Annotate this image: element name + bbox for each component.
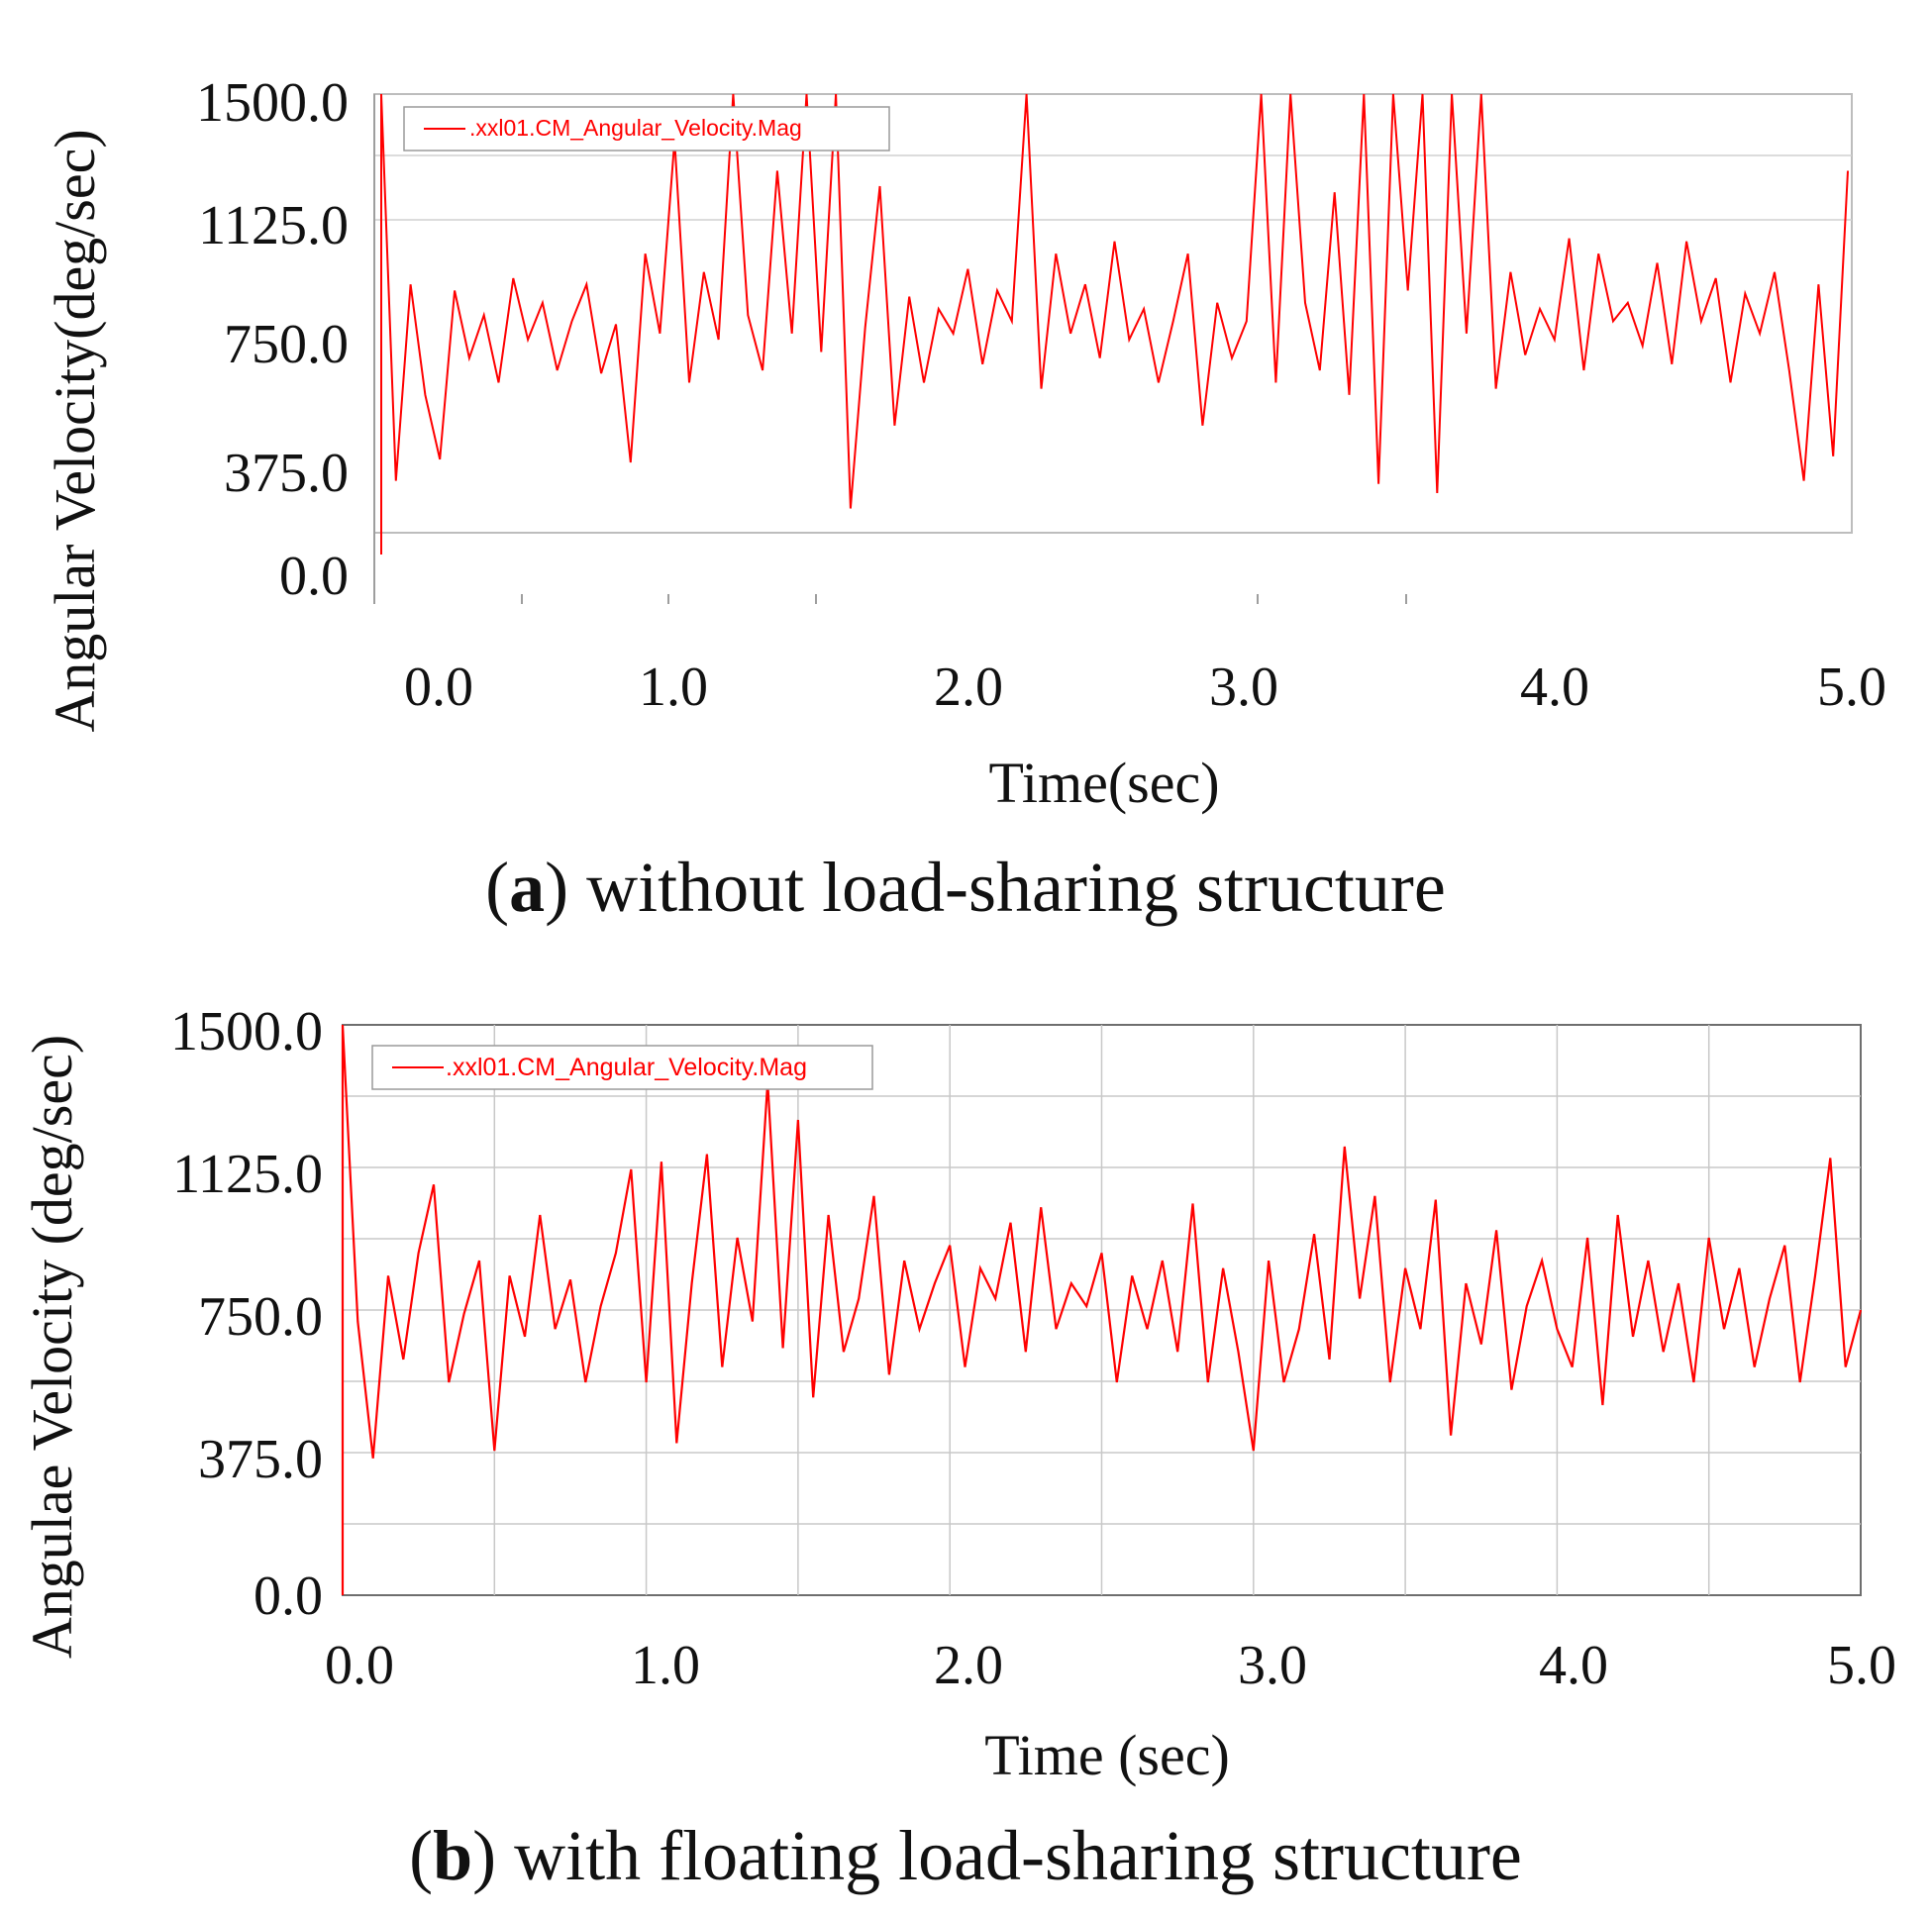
panel-a-plot-area	[373, 93, 1853, 534]
panel-b-xtick: 5.0	[1827, 1635, 1896, 1696]
panel-b-legend: .xxl01.CM_Angular_Velocity.Mag	[371, 1045, 873, 1090]
panel-a-xtick-marks	[521, 594, 1407, 604]
panel-b-caption-letter: b	[433, 1816, 472, 1895]
panel-a-legend-label: .xxl01.CM_Angular_Velocity.Mag	[469, 115, 802, 141]
panel-b-legend-label: .xxl01.CM_Angular_Velocity.Mag	[446, 1054, 807, 1081]
panel-b-xtick-labels: 0.0 1.0 2.0 3.0 4.0 5.0	[325, 1635, 1896, 1696]
panel-b-series-line	[341, 1024, 1863, 1595]
panel-b-legend-box	[371, 1045, 873, 1090]
panel-a-caption-text: ) without load-sharing structure	[545, 848, 1446, 927]
panel-a-caption-open: (	[485, 848, 509, 927]
panel-a-xtick: 1.0	[639, 656, 708, 718]
panel-b-xtick: 1.0	[631, 1635, 700, 1696]
panel-a-xtick: 2.0	[934, 656, 1003, 718]
panel-a-legend: .xxl01.CM_Angular_Velocity.Mag	[403, 106, 890, 152]
panel-b-xtick: 4.0	[1539, 1635, 1608, 1696]
panel-a-ytick: 1125.0	[198, 195, 349, 256]
panel-b-ytick: 1500.0	[170, 1001, 323, 1062]
panel-a-ytick: 375.0	[224, 443, 349, 504]
panel-a-xtick: 0.0	[404, 656, 473, 718]
panel-a-ytick-labels: 1500.0 1125.0 750.0 375.0 0.0	[196, 72, 349, 607]
panel-b-ytick: 375.0	[198, 1429, 323, 1490]
panel-a-ytick: 1500.0	[196, 72, 349, 134]
panel-a-caption: (a) without load-sharing structure	[485, 848, 1446, 927]
panel-b-ytick: 1125.0	[172, 1144, 323, 1205]
panel-b-xtick: 0.0	[325, 1635, 394, 1696]
panel-b-ylabel: Angulae Velocity (deg/sec)	[20, 1035, 84, 1659]
panel-a-xtick-labels: 0.0 1.0 2.0 3.0 4.0 5.0	[404, 656, 1886, 718]
panel-b-xtick: 3.0	[1238, 1635, 1307, 1696]
panel-b-gridlines	[343, 1025, 1861, 1595]
panel-b-ytick: 750.0	[198, 1286, 323, 1348]
panel-a-xlabel: Time(sec)	[988, 751, 1219, 815]
panel-a-xtick: 3.0	[1209, 656, 1278, 718]
panel-b-caption-open: (	[409, 1816, 433, 1895]
panel-a-xtick: 5.0	[1817, 656, 1886, 718]
panel-a-ytick: 750.0	[224, 314, 349, 375]
panel-a-ylabel: Angular Velocity(deg/sec)	[43, 129, 107, 732]
panel-b-caption: (b) with floating load-sharing structure	[409, 1816, 1522, 1895]
panel-b-chart: .xxl01.CM_Angular_Velocity.Mag 1500.0 11…	[20, 1001, 1896, 1895]
panel-a-legend-box	[403, 106, 890, 152]
panel-b-xtick: 2.0	[934, 1635, 1003, 1696]
panel-b-caption-text: ) with floating load-sharing structure	[472, 1816, 1522, 1895]
panel-b-ytick: 0.0	[254, 1566, 323, 1627]
panel-a-ytick: 0.0	[279, 546, 349, 607]
panel-b-ytick-labels: 1500.0 1125.0 750.0 375.0 0.0	[170, 1001, 323, 1627]
panel-a-xtick: 4.0	[1520, 656, 1589, 718]
panel-a-caption-letter: a	[509, 848, 545, 927]
panel-a-chart: .xxl01.CM_Angular_Velocity.Mag 1500.0 11…	[43, 72, 1886, 927]
panel-a-series-line	[380, 93, 1849, 555]
panel-b-xlabel: Time (sec)	[984, 1723, 1230, 1787]
